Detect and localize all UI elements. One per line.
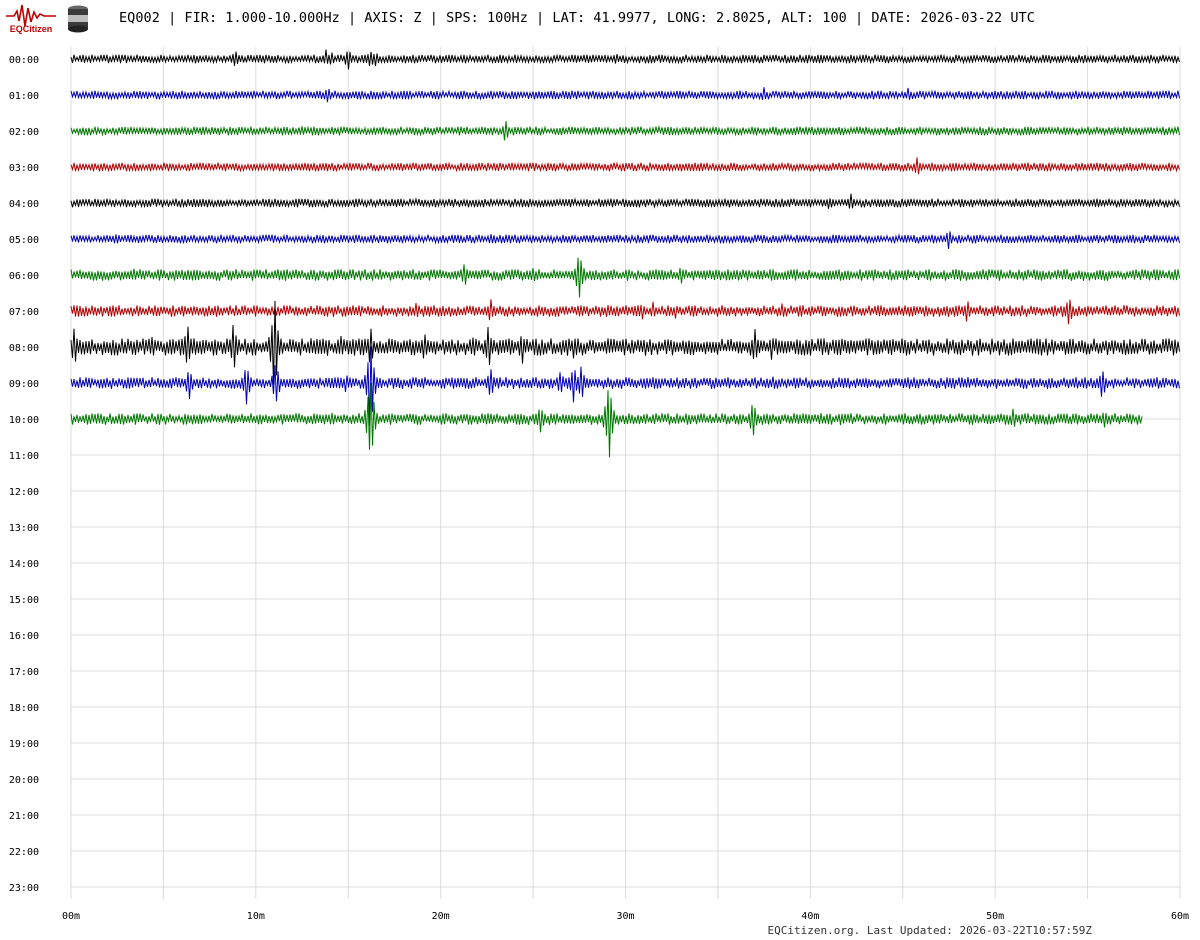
row-label: 08:00 <box>9 343 39 354</box>
row-label: 05:00 <box>9 235 39 246</box>
trace-0500 <box>70 231 1180 249</box>
row-label: 06:00 <box>9 271 39 282</box>
x-axis-labels: 00m 10m 20m 30m 40m 50m 60m <box>62 911 1189 922</box>
trace-0700 <box>70 299 1180 325</box>
row-label: 19:00 <box>9 739 39 750</box>
x-tick-label: 20m <box>432 911 450 922</box>
trace-0200 <box>70 121 1180 141</box>
row-label: 02:00 <box>9 127 39 138</box>
trace-0800 <box>70 300 1180 385</box>
row-label: 21:00 <box>9 811 39 822</box>
trace-0000 <box>70 49 1180 70</box>
trace-0300 <box>70 157 1180 175</box>
row-label: 13:00 <box>9 523 39 534</box>
header: EQCitizen EQ002 | FIR: 1.000-10.000Hz | … <box>0 0 1200 36</box>
row-label: 03:00 <box>9 163 39 174</box>
row-label: 07:00 <box>9 307 39 318</box>
x-tick-label: 50m <box>986 911 1004 922</box>
row-label: 15:00 <box>9 595 39 606</box>
trace-0100 <box>70 87 1180 103</box>
row-label: 11:00 <box>9 451 39 462</box>
row-label: 00:00 <box>9 55 39 66</box>
row-label: 10:00 <box>9 415 39 426</box>
row-label: 12:00 <box>9 487 39 498</box>
row-label: 09:00 <box>9 379 39 390</box>
seismic-traces <box>70 49 1180 458</box>
x-tick-label: 00m <box>62 911 80 922</box>
row-label: 04:00 <box>9 199 39 210</box>
x-tick-label: 60m <box>1171 911 1189 922</box>
row-label: 01:00 <box>9 91 39 102</box>
x-tick-label: 30m <box>616 911 634 922</box>
trace-1000 <box>70 382 1143 458</box>
row-label: 14:00 <box>9 559 39 570</box>
row-labels: 00:00 01:00 02:00 03:00 04:00 05:00 06:00 07:00… <box>9 55 39 894</box>
chart-grid <box>70 47 1181 899</box>
seismograph-logo-icon: EQCitizen <box>6 4 56 34</box>
row-label: 17:00 <box>9 667 39 678</box>
row-label: 18:00 <box>9 703 39 714</box>
trace-0900 <box>70 346 1180 426</box>
row-label: 20:00 <box>9 775 39 786</box>
trace-0400 <box>70 193 1180 209</box>
x-tick-label: 10m <box>247 911 265 922</box>
row-label: 23:00 <box>9 883 39 894</box>
row-label: 22:00 <box>9 847 39 858</box>
x-tick-label: 40m <box>801 911 819 922</box>
page-title: EQ002 | FIR: 1.000-10.000Hz | AXIS: Z | … <box>119 10 1035 26</box>
footer-last-updated: EQCitizen.org. Last Updated: 2026-03-22T… <box>767 924 1092 937</box>
row-label: 16:00 <box>9 631 39 642</box>
sensor-device-icon <box>68 5 88 33</box>
brand-name: EQCitizen <box>10 24 53 34</box>
trace-0600 <box>70 257 1180 298</box>
